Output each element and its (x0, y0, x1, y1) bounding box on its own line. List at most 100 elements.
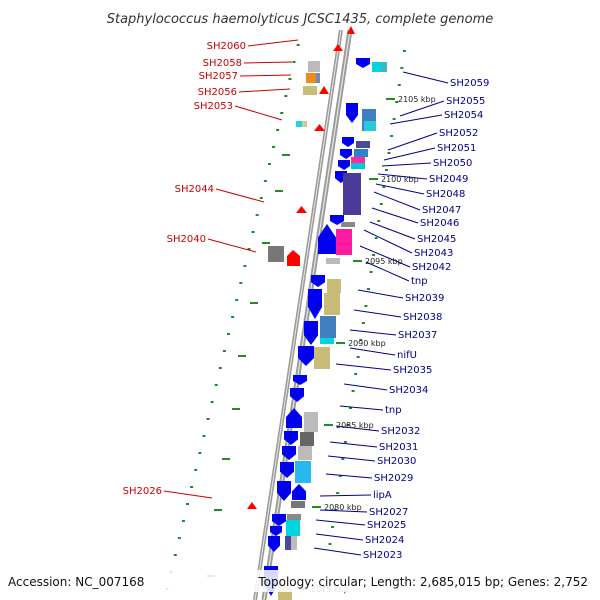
gene-box (314, 347, 330, 369)
tick-mark (222, 458, 230, 460)
label-leader (377, 173, 428, 180)
forward-gene-label: SH2044 (175, 184, 214, 195)
tick-mark (366, 288, 370, 290)
gene-arrow (293, 375, 307, 385)
gene-box (291, 501, 305, 508)
label-leader (319, 494, 372, 497)
gene-box (316, 73, 320, 83)
label-leader (381, 162, 432, 167)
gene-arrow (296, 206, 307, 213)
gene-box (351, 163, 365, 169)
gene-box (326, 258, 340, 264)
label-leader (371, 207, 419, 224)
reverse-gene-label: SH2046 (420, 218, 459, 229)
label-leader (335, 363, 392, 371)
tick-mark (255, 214, 259, 216)
gene-arrow (286, 408, 302, 428)
gene-box (306, 73, 318, 83)
gene-arrow (346, 103, 358, 123)
gene-box (302, 121, 307, 127)
gene-arrow (272, 514, 286, 526)
tick-mark (275, 190, 283, 192)
tick-mark (384, 169, 388, 171)
kbp-label: 2095 kbp (365, 257, 403, 266)
gene-box (364, 121, 376, 131)
tick-mark (292, 61, 296, 63)
tick-mark (186, 503, 190, 505)
label-leader (365, 261, 410, 282)
tick-mark (402, 50, 406, 52)
gene-arrow (282, 446, 296, 460)
kbp-label: 2080 kbp (324, 503, 362, 512)
gene-arrow (268, 536, 280, 552)
gene-arrow (340, 149, 352, 159)
gene-arrow (280, 462, 294, 478)
tick-mark (333, 509, 337, 511)
label-leader (247, 39, 299, 47)
tick-mark (238, 355, 246, 357)
gene-arrow (342, 137, 354, 147)
label-leader (163, 490, 213, 499)
tick-mark (364, 305, 368, 307)
tick-mark (390, 135, 394, 137)
reverse-gene-label: nifU (397, 350, 417, 361)
tick-mark (284, 95, 288, 97)
label-leader (313, 547, 362, 556)
label-leader (319, 509, 368, 513)
gene-arrow (290, 388, 304, 402)
reverse-gene-label: SH2032 (381, 426, 420, 437)
label-leader (359, 245, 411, 268)
reverse-gene-label: SH2034 (389, 385, 428, 396)
gene-arrow (356, 58, 370, 68)
reverse-gene-label: tnp (411, 276, 428, 287)
tick-mark (351, 390, 355, 392)
gene-box (356, 141, 370, 148)
label-leader (349, 347, 396, 356)
tick-mark (374, 237, 378, 239)
label-leader (215, 188, 265, 203)
label-leader (315, 533, 364, 541)
tick-mark (400, 67, 404, 69)
label-leader (357, 289, 404, 299)
reverse-gene-label: SH2037 (398, 330, 437, 341)
tick-mark (349, 407, 353, 409)
tick-mark (338, 475, 342, 477)
forward-gene-label: SH2057 (199, 71, 238, 82)
tick-mark (331, 526, 335, 528)
gene-arrow (314, 124, 325, 131)
reverse-gene-label: SH2048 (426, 189, 465, 200)
tick-mark (288, 78, 292, 80)
reverse-gene-label: SH2024 (365, 535, 404, 546)
tick-mark (247, 248, 251, 250)
reverse-gene-label: SH2050 (433, 158, 472, 169)
gene-arrow (333, 44, 343, 51)
kbp-label: 2100 kbp (381, 175, 419, 184)
gene-box (372, 62, 386, 72)
gene-arrow (277, 481, 291, 501)
gene-box (343, 173, 361, 215)
reverse-gene-label: SH2031 (379, 442, 418, 453)
label-leader (339, 405, 384, 411)
label-leader (369, 221, 416, 240)
summary-text: Topology: circular; Length: 2,685,015 bp… (257, 575, 588, 589)
gene-box (327, 279, 341, 293)
label-leaders (163, 39, 449, 556)
reverse-gene-label: SH2027 (369, 507, 408, 518)
tick-mark (282, 154, 290, 156)
gene-box (381, 62, 387, 72)
tick-mark (359, 339, 363, 341)
page-title: Staphylococcus haemolyticus JCSC1435, co… (107, 12, 494, 27)
tick-mark (387, 152, 391, 154)
tick-mark (214, 384, 218, 386)
label-leader (329, 441, 378, 448)
gene-box (351, 157, 365, 163)
tick-mark (190, 486, 194, 488)
tick-mark (395, 101, 399, 103)
tick-mark (231, 316, 235, 318)
gene-box (298, 446, 312, 460)
reverse-gene-label: SH2052 (439, 128, 478, 139)
gene-box (303, 86, 317, 95)
tick-mark (361, 322, 365, 324)
forward-gene-label: SH2053 (194, 101, 233, 112)
